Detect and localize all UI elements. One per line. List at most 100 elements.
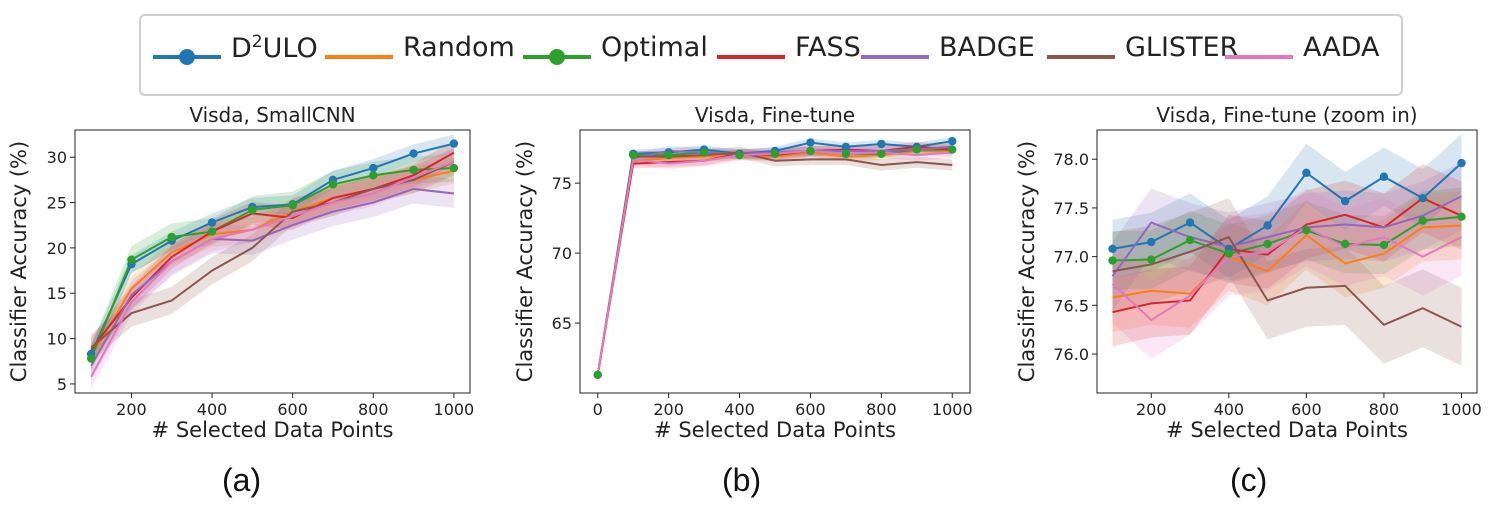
- legend-label-d2ulo-sup: 2: [251, 32, 263, 52]
- point-d2ulo: [409, 149, 418, 158]
- series-line-glister: [1112, 235, 1462, 328]
- x-tick-label: 600: [795, 400, 826, 419]
- series-line-aada: [90, 160, 455, 378]
- caption-a: (a): [222, 462, 262, 498]
- point-optimal: [1224, 249, 1234, 258]
- x-tick-label: 800: [866, 400, 897, 419]
- legend-swatch-aada: [1225, 55, 1293, 59]
- series-line-d2ulo: [1112, 162, 1463, 251]
- series-line-random: [596, 149, 953, 375]
- y-tick-label: 20: [47, 239, 67, 258]
- series-line-glister: [596, 151, 953, 375]
- x-axis-label: # Selected Data Points: [1166, 418, 1408, 442]
- point-optimal: [1185, 235, 1195, 245]
- point-optimal: [288, 201, 297, 210]
- point-d2ulo: [207, 218, 217, 227]
- point-d2ulo: [1263, 221, 1272, 230]
- series-line-fass: [596, 145, 953, 375]
- legend-marker-optimal: [549, 49, 565, 65]
- series-line-badge: [596, 145, 953, 375]
- point-optimal: [1147, 255, 1156, 264]
- point-optimal: [86, 354, 96, 363]
- point-d2ulo: [1379, 172, 1389, 181]
- y-tick-label: 65: [552, 314, 572, 333]
- chart-legend: D2ULO Random Optimal FASS BADGE GLISTER: [139, 14, 1403, 96]
- caption-b: (b): [722, 462, 762, 498]
- legend-label-badge: BADGE: [939, 32, 1035, 63]
- legend-marker-d2ulo: [179, 49, 195, 65]
- legend-label-optimal: Optimal: [601, 32, 708, 63]
- series-line-d2ulo: [596, 140, 953, 375]
- y-tick-label: 70: [552, 244, 572, 263]
- band-badge: [91, 174, 454, 381]
- series-line-badge: [1111, 195, 1462, 277]
- series-line-optimal: [596, 148, 953, 375]
- point-d2ulo: [1302, 168, 1311, 178]
- legend-label-d2ulo-rest: ULO: [262, 33, 318, 64]
- chart-panel-b: Visda, Fine-tune 0 200 400 600 800 1000 65 70 75 #…: [513, 103, 973, 442]
- point-d2ulo: [369, 163, 378, 173]
- y-axis-label: Classifier Accuracy (%): [1015, 141, 1039, 382]
- point-optimal: [770, 149, 780, 158]
- legend-swatch-d2ulo: [153, 49, 221, 65]
- legend-label-glister: GLISTER: [1125, 32, 1239, 63]
- x-tick-label: 400: [197, 400, 228, 419]
- point-d2ulo: [1108, 244, 1117, 254]
- series-line-aada: [596, 149, 953, 375]
- band-fass: [597, 141, 953, 380]
- point-d2ulo: [1457, 158, 1466, 168]
- point-optimal: [328, 180, 338, 189]
- x-tick-label: 1000: [434, 400, 475, 419]
- point-d2ulo: [1340, 196, 1350, 206]
- point-optimal: [449, 163, 459, 173]
- x-tick-label: 400: [724, 400, 755, 419]
- band-random: [597, 146, 953, 380]
- point-optimal: [912, 145, 922, 154]
- point-optimal: [1379, 240, 1389, 250]
- band-aada: [597, 145, 953, 381]
- series-line-optimal: [1112, 215, 1462, 262]
- x-tick-label: 200: [653, 400, 684, 419]
- band-fass: [1112, 164, 1462, 347]
- chart-panel-c: Visda, Fine-tune (zoom in) 200 400 600 800 10…: [1015, 103, 1482, 442]
- point-optimal: [841, 149, 851, 158]
- y-tick-label: 78.0: [1053, 150, 1089, 169]
- x-axis-label: # Selected Data Points: [654, 418, 896, 442]
- series-line-d2ulo: [90, 142, 455, 355]
- band-aada: [1112, 188, 1462, 359]
- legend-label-d2ulo: D2ULO: [231, 32, 318, 64]
- y-tick-label: 25: [47, 194, 67, 213]
- chart-title: Visda, SmallCNN: [189, 103, 355, 127]
- chart-title: Visda, Fine-tune (zoom in): [1156, 103, 1417, 127]
- x-tick-label: 600: [1291, 400, 1322, 419]
- x-tick-label: 800: [358, 400, 389, 419]
- y-tick-label: 76.0: [1053, 345, 1089, 364]
- series-line-badge: [90, 187, 454, 367]
- plot-area: [593, 136, 957, 381]
- y-tick-label: 30: [47, 148, 67, 167]
- point-optimal: [593, 370, 602, 380]
- chart-panel-a: Visda, SmallCNN 200 400 600 800 1000 5 10 15 20 25…: [7, 103, 475, 442]
- legend-swatch-badge: [861, 55, 929, 59]
- y-axis-label: Classifier Accuracy (%): [7, 141, 31, 382]
- legend-label-fass: FASS: [795, 32, 861, 63]
- band-d2ulo: [597, 136, 953, 380]
- y-tick-label: 77.0: [1053, 248, 1089, 267]
- point-optimal: [1263, 239, 1272, 249]
- point-optimal: [699, 148, 709, 157]
- plot-frame: [1096, 129, 1478, 394]
- point-d2ulo: [1147, 237, 1156, 247]
- point-optimal: [409, 165, 418, 175]
- x-tick-label: 1000: [1441, 400, 1482, 419]
- point-optimal: [628, 150, 638, 160]
- point-optimal: [1418, 216, 1427, 225]
- x-tick-label: 200: [116, 400, 147, 419]
- legend-swatch-glister: [1047, 55, 1115, 59]
- series-line-aada: [1111, 226, 1462, 322]
- point-d2ulo: [877, 139, 886, 149]
- legend-swatch-fass: [717, 55, 785, 59]
- plot-frame: [579, 129, 971, 394]
- point-optimal: [207, 227, 217, 236]
- x-axis-label: # Selected Data Points: [152, 418, 394, 442]
- point-optimal: [948, 145, 957, 154]
